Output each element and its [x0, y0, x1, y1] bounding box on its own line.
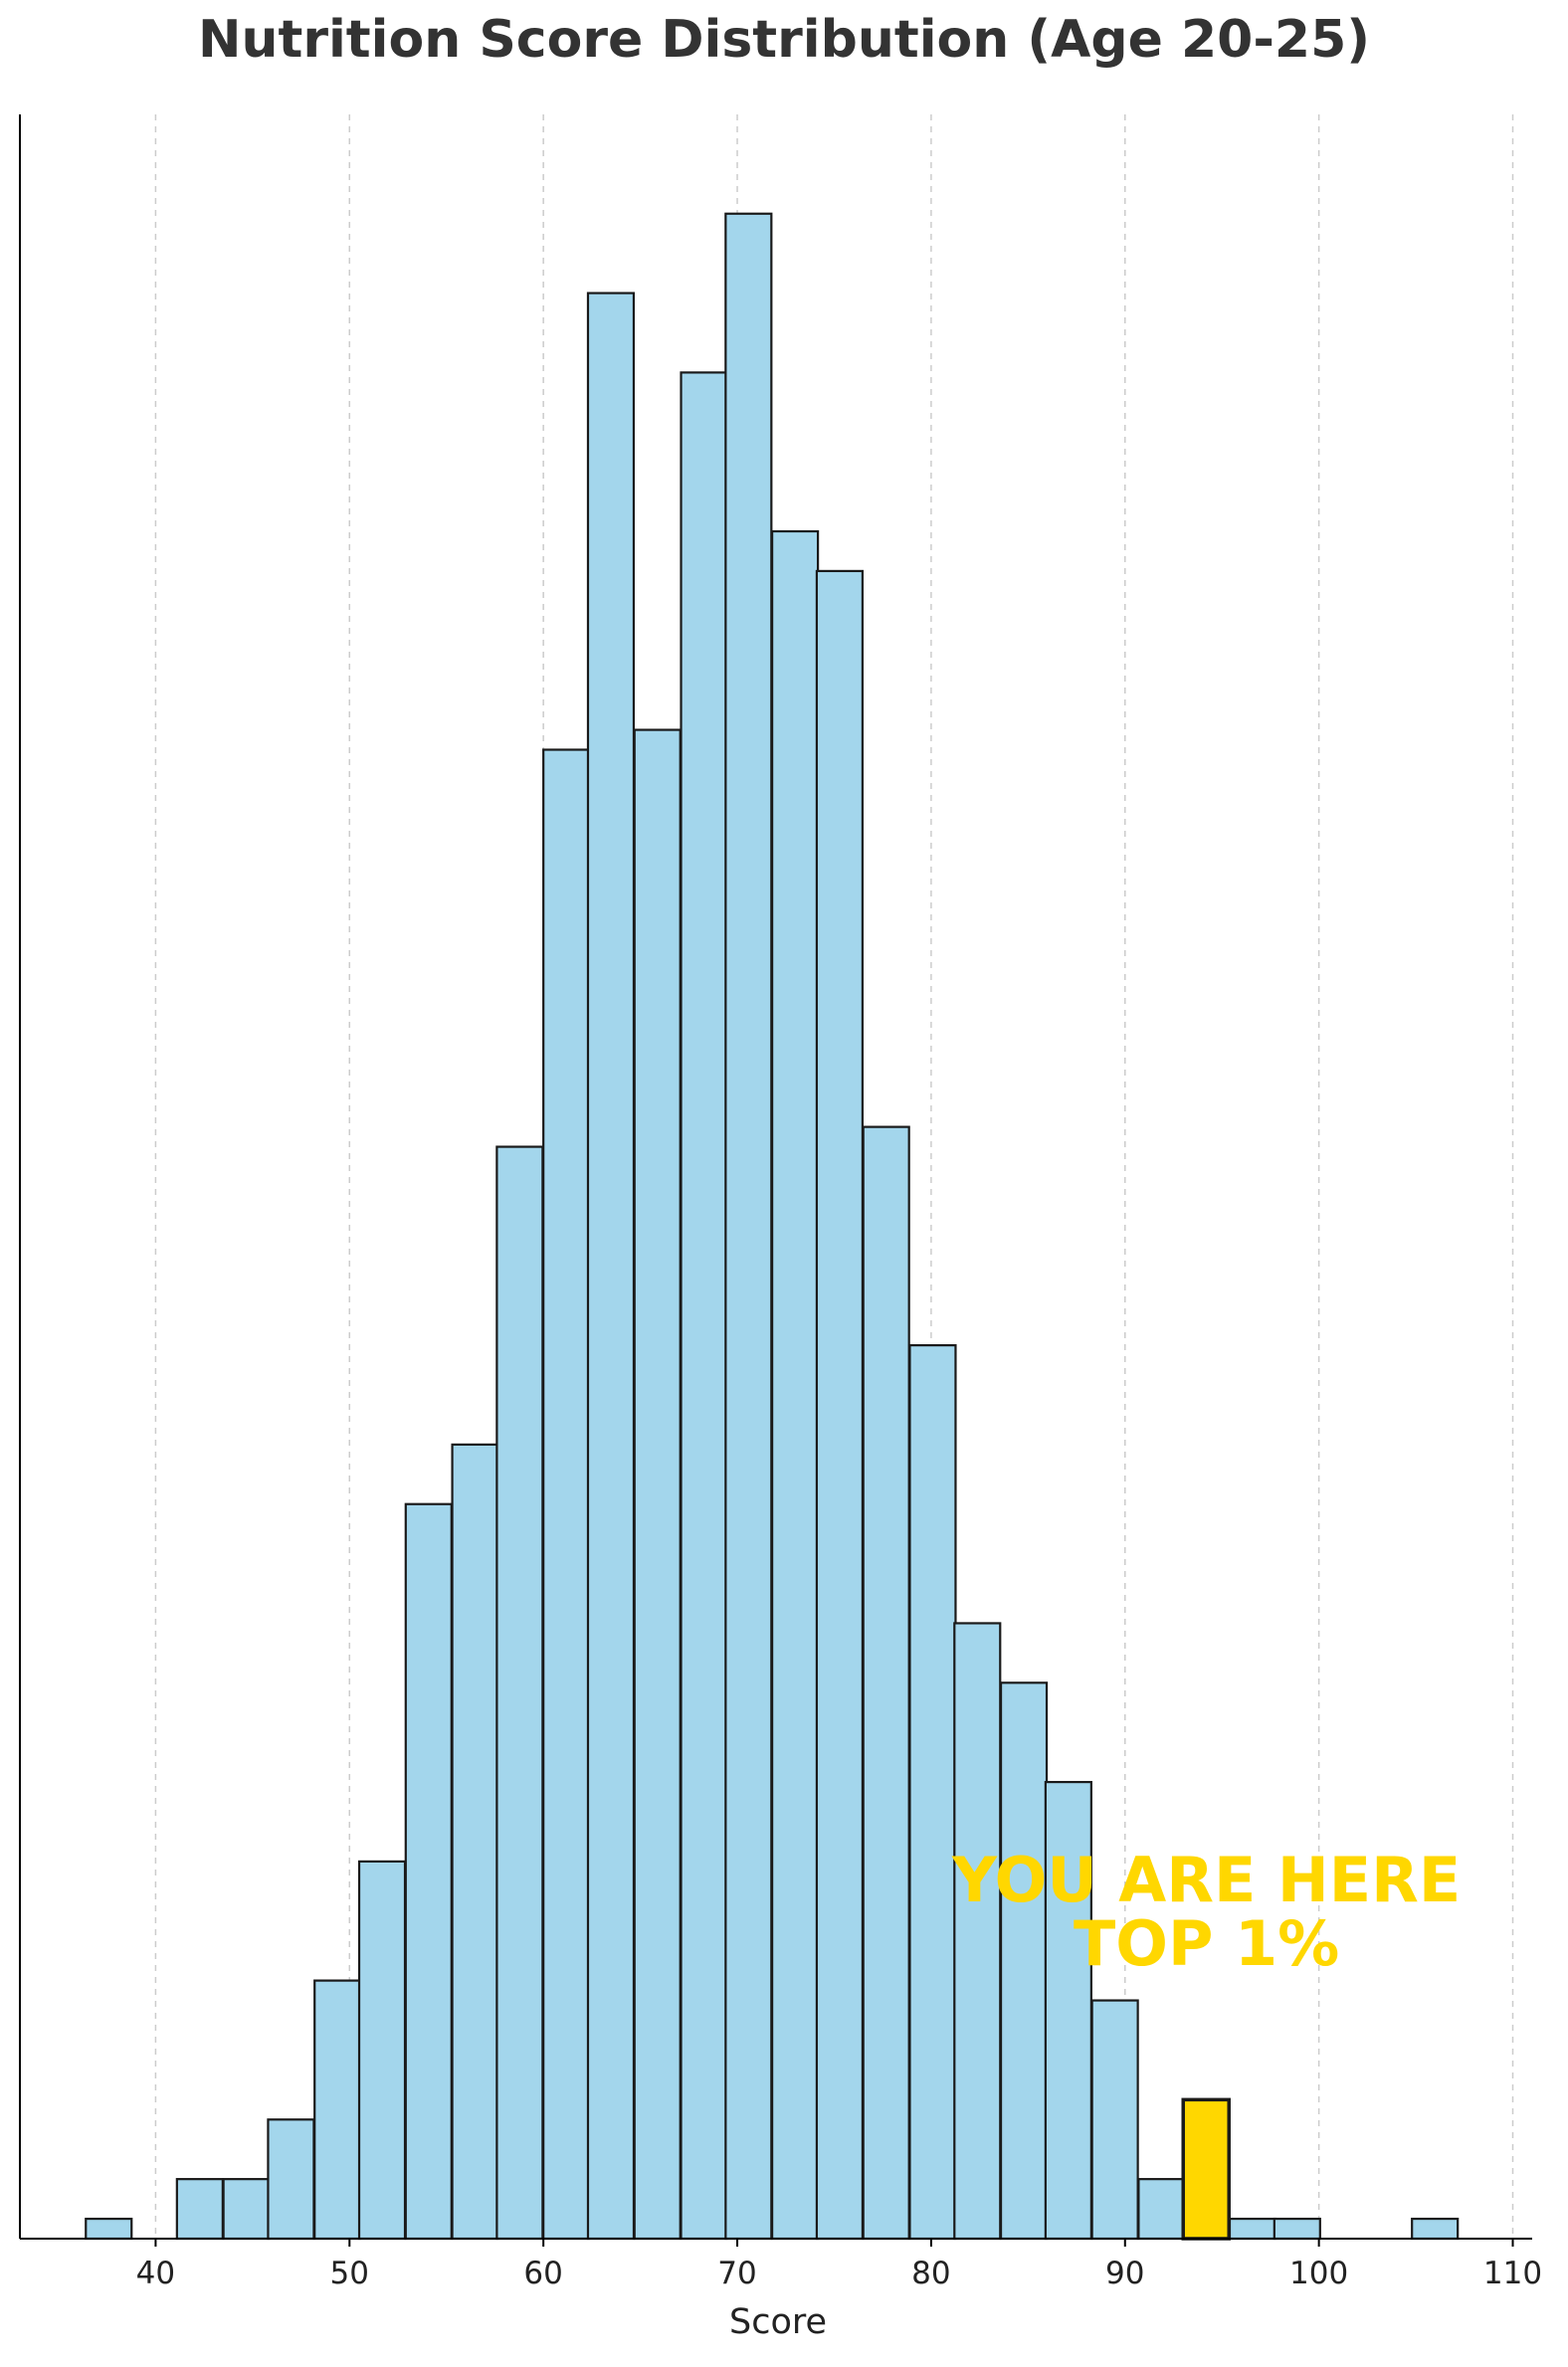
histogram-bar-20 — [1044, 1780, 1092, 2241]
histogram-bar-0 — [85, 2217, 133, 2241]
histogram-bar-10 — [586, 292, 636, 2241]
x-tick-label: 110 — [1483, 2256, 1542, 2291]
x-tick-label: 40 — [136, 2256, 175, 2291]
annotation-line-1: YOU ARE HERE — [951, 1844, 1461, 1916]
histogram-bar-21 — [1090, 1999, 1139, 2241]
histogram-bar-1 — [175, 2178, 224, 2241]
histogram-bar-22 — [1137, 2178, 1186, 2241]
x-tick-label: 80 — [911, 2256, 950, 2291]
chart-title: Nutrition Score Distribution (Age 20-25) — [197, 10, 1371, 70]
histogram-bar-18 — [953, 1622, 1002, 2241]
x-tick-label: 70 — [717, 2256, 756, 2291]
x-tick-label: 60 — [523, 2256, 562, 2291]
histogram-bar-8 — [495, 1145, 544, 2241]
x-tick-label: 90 — [1105, 2256, 1144, 2291]
histogram-bar-14 — [771, 529, 820, 2241]
histogram-bar-17 — [908, 1344, 957, 2241]
histogram-bar-24 — [1228, 2217, 1277, 2241]
annotation-line-2: TOP 1% — [1074, 1907, 1339, 1980]
histogram-bar-4 — [313, 1979, 362, 2241]
histogram-bar-7 — [451, 1443, 499, 2241]
histogram-bar-16 — [862, 1125, 910, 2241]
histogram-bar-12 — [680, 371, 728, 2241]
histogram-bars — [85, 212, 1460, 2241]
histogram-bar-2 — [222, 2178, 271, 2241]
histogram-bar-3 — [267, 2118, 315, 2241]
x-tick-label: 100 — [1289, 2256, 1348, 2291]
histogram-bar-25 — [1273, 2217, 1321, 2241]
histogram-bar-9 — [542, 748, 591, 2241]
histogram-bar-15 — [815, 569, 865, 2241]
histogram-bar-11 — [633, 728, 682, 2241]
histogram-bar-6 — [404, 1502, 453, 2241]
axes: 40 50 60 70 80 90 100 110 Score — [19, 114, 1542, 2342]
histogram-bar-19 — [999, 1681, 1049, 2241]
x-tick-label: 50 — [330, 2256, 369, 2291]
histogram-bar-13 — [724, 212, 773, 2241]
histogram-bar-5 — [357, 1860, 407, 2241]
highlighted-bar — [1181, 2097, 1231, 2241]
histogram-bar-26 — [1411, 2217, 1460, 2241]
x-axis-label: Score — [729, 2302, 827, 2342]
